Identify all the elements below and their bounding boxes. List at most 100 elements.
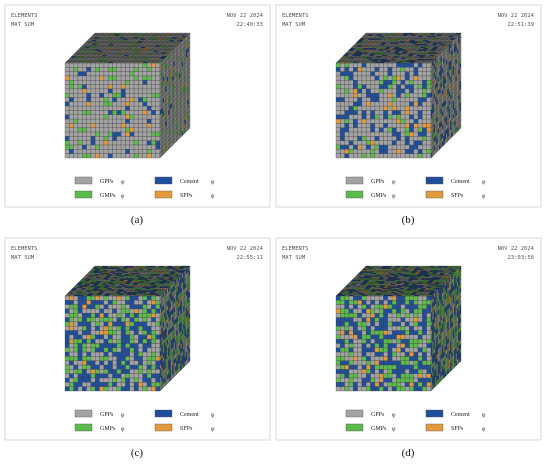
voxel bbox=[401, 305, 405, 309]
cube-front bbox=[336, 296, 431, 391]
voxel bbox=[95, 305, 99, 309]
voxel bbox=[65, 141, 69, 145]
voxel bbox=[414, 305, 418, 309]
voxel bbox=[121, 102, 125, 106]
voxel bbox=[358, 115, 362, 119]
voxel bbox=[422, 98, 426, 102]
voxel bbox=[134, 335, 138, 339]
voxel bbox=[336, 356, 340, 360]
voxel bbox=[151, 344, 155, 348]
voxel bbox=[74, 344, 78, 348]
voxel bbox=[375, 63, 379, 67]
voxel bbox=[104, 387, 108, 391]
voxel bbox=[117, 136, 121, 140]
voxel bbox=[340, 98, 344, 102]
voxel bbox=[151, 348, 155, 352]
voxel bbox=[113, 374, 117, 378]
voxel bbox=[409, 309, 413, 313]
voxel bbox=[147, 136, 151, 140]
voxel bbox=[87, 305, 91, 309]
voxel bbox=[336, 361, 340, 365]
voxel bbox=[384, 378, 388, 382]
voxel bbox=[345, 111, 349, 115]
voxel bbox=[121, 93, 125, 97]
voxel bbox=[69, 322, 73, 326]
voxel bbox=[121, 331, 125, 335]
voxel bbox=[82, 374, 86, 378]
voxel bbox=[82, 63, 86, 67]
voxel bbox=[91, 305, 95, 309]
voxel bbox=[409, 80, 413, 84]
voxel bbox=[69, 300, 73, 304]
voxel bbox=[65, 128, 69, 132]
voxel bbox=[392, 123, 396, 127]
voxel bbox=[113, 352, 117, 356]
voxel bbox=[82, 313, 86, 317]
voxel bbox=[113, 322, 117, 326]
voxel bbox=[74, 387, 78, 391]
voxel bbox=[392, 132, 396, 136]
voxel bbox=[401, 141, 405, 145]
voxel bbox=[74, 374, 78, 378]
voxel bbox=[134, 102, 138, 106]
voxel bbox=[134, 352, 138, 356]
voxel bbox=[396, 154, 400, 158]
voxel bbox=[151, 119, 155, 123]
voxel bbox=[384, 309, 388, 313]
voxel bbox=[418, 356, 422, 360]
voxel bbox=[138, 344, 142, 348]
voxel bbox=[366, 374, 370, 378]
voxel bbox=[87, 318, 91, 322]
voxel bbox=[405, 309, 409, 313]
voxel bbox=[345, 85, 349, 89]
voxel bbox=[345, 119, 349, 123]
voxel bbox=[74, 93, 78, 97]
legend-symbol: φ bbox=[211, 413, 215, 419]
voxel bbox=[87, 356, 91, 360]
voxel bbox=[147, 111, 151, 115]
voxel bbox=[340, 296, 344, 300]
voxel bbox=[345, 132, 349, 136]
voxel bbox=[375, 335, 379, 339]
voxel bbox=[113, 344, 117, 348]
voxel bbox=[121, 322, 125, 326]
voxel bbox=[336, 93, 340, 97]
voxel bbox=[87, 352, 91, 356]
voxel bbox=[340, 115, 344, 119]
voxel bbox=[125, 89, 129, 93]
voxel bbox=[108, 305, 112, 309]
voxel bbox=[353, 141, 357, 145]
voxel bbox=[388, 98, 392, 102]
voxel bbox=[422, 344, 426, 348]
voxel bbox=[375, 67, 379, 71]
voxel bbox=[95, 313, 99, 317]
voxel bbox=[151, 300, 155, 304]
voxel bbox=[78, 352, 82, 356]
voxel bbox=[125, 374, 129, 378]
voxel bbox=[340, 119, 344, 123]
voxel bbox=[405, 352, 409, 356]
voxel bbox=[121, 378, 125, 382]
voxel bbox=[375, 76, 379, 80]
header-time: 22:51:39 bbox=[508, 22, 535, 28]
voxel bbox=[134, 67, 138, 71]
voxel bbox=[91, 132, 95, 136]
voxel bbox=[366, 128, 370, 132]
voxel bbox=[405, 361, 409, 365]
legend-label: Cement bbox=[180, 412, 199, 418]
voxel bbox=[65, 318, 69, 322]
voxel bbox=[427, 149, 431, 153]
voxel bbox=[418, 348, 422, 352]
voxel bbox=[358, 85, 362, 89]
voxel bbox=[388, 111, 392, 115]
voxel bbox=[151, 141, 155, 145]
voxel bbox=[409, 378, 413, 382]
voxel bbox=[336, 115, 340, 119]
voxel bbox=[349, 339, 353, 343]
voxel bbox=[414, 361, 418, 365]
voxel bbox=[113, 76, 117, 80]
voxel bbox=[74, 115, 78, 119]
voxel bbox=[366, 365, 370, 369]
voxel bbox=[371, 89, 375, 93]
voxel bbox=[384, 296, 388, 300]
